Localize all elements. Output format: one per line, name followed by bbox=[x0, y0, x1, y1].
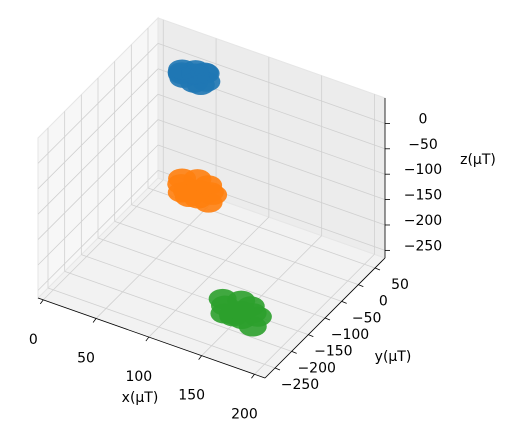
y-tick-label: −150 bbox=[314, 344, 352, 360]
grid-line bbox=[37, 144, 159, 266]
y-tick-label: −200 bbox=[297, 360, 335, 376]
x-axis-label: x(μT) bbox=[122, 390, 159, 406]
tick-mark bbox=[39, 299, 44, 305]
point bbox=[181, 64, 210, 85]
grid-line bbox=[37, 119, 159, 240]
grid-line bbox=[157, 119, 386, 200]
y-axis-label: y(μT) bbox=[375, 349, 412, 365]
z-tick-label: −150 bbox=[404, 188, 442, 204]
grid-line bbox=[81, 254, 309, 336]
tick-mark bbox=[92, 318, 97, 323]
tick-mark bbox=[274, 367, 281, 371]
z-tick-label: −100 bbox=[404, 162, 442, 178]
tick-mark bbox=[374, 267, 381, 271]
z-tick-label: −200 bbox=[404, 213, 442, 229]
axis-line bbox=[37, 297, 266, 379]
tick-mark bbox=[251, 374, 255, 379]
tick-mark bbox=[308, 334, 314, 338]
grid-line bbox=[97, 237, 326, 319]
grid-line bbox=[37, 170, 159, 291]
z-tick-label: −50 bbox=[408, 137, 438, 153]
x-tick-label: 200 bbox=[231, 406, 258, 422]
x-tick-label: 150 bbox=[178, 388, 205, 404]
z-axis-label: z(μT) bbox=[460, 152, 496, 168]
x-tick-label: 100 bbox=[125, 369, 152, 385]
y-tick-label: −100 bbox=[331, 327, 369, 343]
grid-line bbox=[131, 204, 359, 286]
grid-line bbox=[37, 68, 159, 190]
grid-line bbox=[37, 93, 159, 215]
z-tick-label: −250 bbox=[404, 238, 442, 254]
x-tick-label: 50 bbox=[77, 350, 95, 366]
grid-line bbox=[157, 93, 386, 175]
y-tick-label: 0 bbox=[379, 294, 388, 310]
tick-mark bbox=[341, 300, 347, 304]
grid-line bbox=[37, 43, 159, 164]
grid-line bbox=[64, 270, 292, 352]
tick-mark bbox=[198, 355, 202, 360]
grid-line bbox=[157, 144, 386, 226]
point bbox=[227, 300, 256, 321]
axis-line bbox=[264, 257, 386, 379]
tick-mark bbox=[358, 284, 364, 288]
grid-line bbox=[157, 43, 386, 124]
tick-mark bbox=[291, 350, 297, 354]
y-tick-label: −250 bbox=[281, 377, 319, 393]
point bbox=[184, 179, 213, 200]
z-tick-label: 0 bbox=[419, 111, 428, 127]
y-tick-label: 50 bbox=[391, 277, 409, 293]
y-tick-label: −50 bbox=[352, 310, 382, 326]
grid-line bbox=[114, 220, 342, 302]
tick-mark bbox=[145, 336, 150, 342]
x-tick-label: 0 bbox=[29, 332, 38, 348]
tick-mark bbox=[324, 317, 331, 321]
grid-line bbox=[47, 287, 276, 369]
